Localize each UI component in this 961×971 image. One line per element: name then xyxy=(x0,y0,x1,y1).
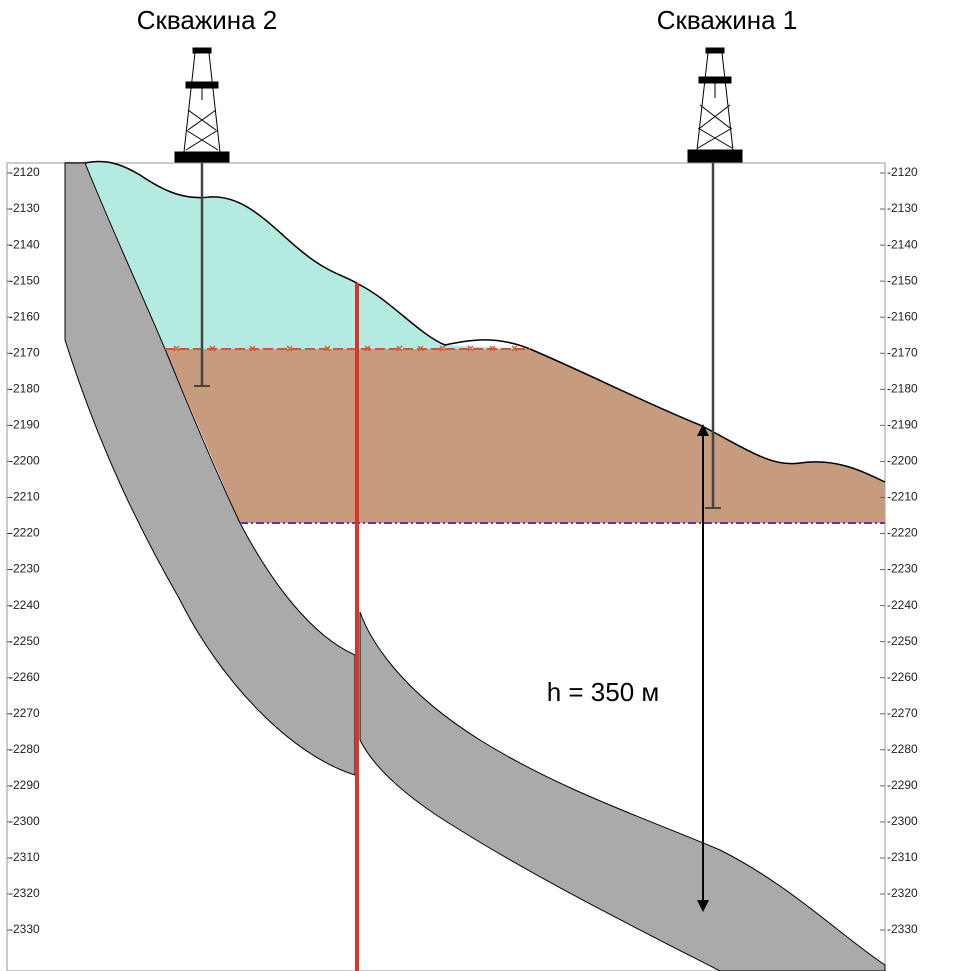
derrick xyxy=(687,47,743,163)
tick-label: -2250 xyxy=(9,634,40,648)
tick-label: -2180 xyxy=(887,381,918,395)
tick-label: -2240 xyxy=(9,598,40,612)
fault-band xyxy=(359,611,886,971)
tick-label: -2130 xyxy=(887,201,918,215)
tick-label: -2260 xyxy=(887,670,918,684)
reservoir-layer xyxy=(165,349,885,523)
tick-label: -2320 xyxy=(9,886,40,900)
top-surface xyxy=(65,160,886,483)
tick-label: -2250 xyxy=(887,634,918,648)
tick-label: -2280 xyxy=(887,742,918,756)
upper-layer xyxy=(85,161,530,349)
tick-label: -2190 xyxy=(887,418,918,432)
tick-label: -2270 xyxy=(887,706,918,720)
tick-label: -2280 xyxy=(9,742,40,756)
tick-label: -2310 xyxy=(887,850,918,864)
tick-label: -2130 xyxy=(9,201,40,215)
tick-label: -2150 xyxy=(887,273,918,287)
tick-label: -2230 xyxy=(887,562,918,576)
tick-label: -2260 xyxy=(9,670,40,684)
tick-label: -2150 xyxy=(9,273,40,287)
tick-label: -2190 xyxy=(9,418,40,432)
tick-label: -2320 xyxy=(887,886,918,900)
depth-axes: -2120 -2130 -2140 -2150 -2160 -2170 -2180 -2190… xyxy=(7,165,918,936)
tick-label: -2220 xyxy=(9,526,40,540)
tick-label: -2140 xyxy=(887,237,918,251)
tick-label: -2170 xyxy=(887,345,918,359)
tick-label: -2300 xyxy=(887,814,918,828)
tick-label: -2290 xyxy=(887,778,918,792)
tick-label: -2160 xyxy=(887,309,918,323)
tick-label: -2240 xyxy=(887,598,918,612)
well-label: Скважина 2 xyxy=(137,5,278,35)
tick-label: -2300 xyxy=(9,814,40,828)
tick-label: -2120 xyxy=(9,165,40,179)
derrick xyxy=(174,47,230,163)
tick-label: -2210 xyxy=(9,490,40,504)
thickness-label: h = 350 м xyxy=(547,677,660,707)
tick-label: -2200 xyxy=(9,454,40,468)
well-label: Скважина 1 xyxy=(657,5,798,35)
tick-label: -2220 xyxy=(887,526,918,540)
tick-label: -2230 xyxy=(9,562,40,576)
tick-label: -2170 xyxy=(9,345,40,359)
tick-label: -2140 xyxy=(9,237,40,251)
tick-label: -2180 xyxy=(9,381,40,395)
tick-label: -2270 xyxy=(9,706,40,720)
tick-label: -2210 xyxy=(887,490,918,504)
tick-label: -2120 xyxy=(887,165,918,179)
tick-label: -2330 xyxy=(9,922,40,936)
contact-markers xyxy=(173,345,518,352)
fault-band xyxy=(64,162,356,776)
tick-label: -2160 xyxy=(9,309,40,323)
tick-label: -2310 xyxy=(9,850,40,864)
tick-label: -2290 xyxy=(9,778,40,792)
tick-label: -2200 xyxy=(887,454,918,468)
tick-label: -2330 xyxy=(887,922,918,936)
